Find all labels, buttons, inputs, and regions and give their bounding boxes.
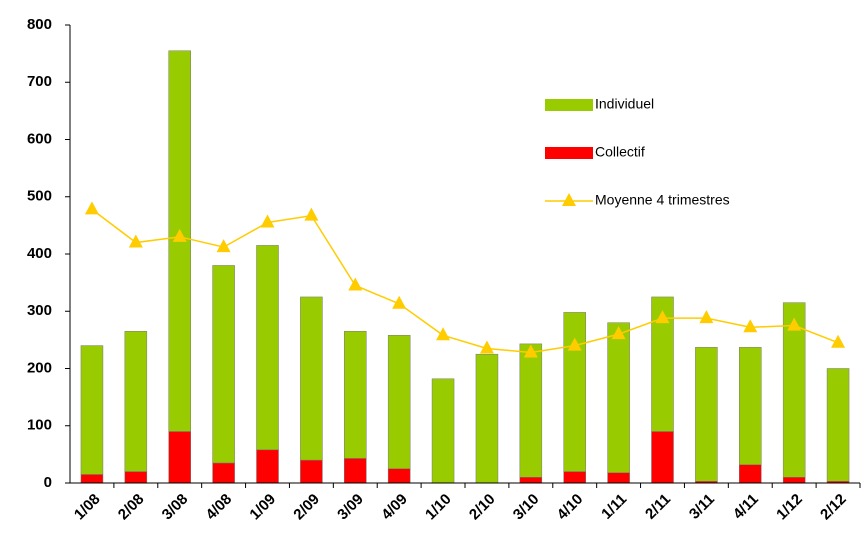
average-line	[91, 208, 839, 354]
line-marker	[787, 317, 802, 331]
bar-segment	[475, 353, 499, 484]
x-tick-label: 4/11	[730, 491, 762, 523]
y-tick-label: 100	[27, 417, 52, 434]
bar-segment	[212, 265, 235, 464]
legend-item: Individuel	[545, 96, 654, 112]
legend-label: Collectif	[595, 144, 645, 160]
bar-segment	[124, 331, 148, 472]
bar-segment	[826, 368, 850, 482]
x-tick-label: 1/11	[598, 491, 630, 523]
legend-item: Collectif	[545, 144, 645, 160]
line-marker	[84, 201, 99, 215]
bar-segment	[344, 458, 367, 484]
y-tick-label: 400	[27, 245, 52, 262]
bar-segment	[782, 302, 806, 478]
bar-segment	[782, 477, 806, 484]
line-marker	[392, 295, 407, 309]
legend-item: Moyenne 4 trimestres	[545, 192, 730, 208]
x-tick-label: 2/09	[290, 491, 323, 524]
y-tick-label: 700	[27, 73, 52, 90]
bar-segment	[563, 471, 586, 484]
line-marker	[304, 207, 319, 221]
y-tick-label: 500	[27, 188, 52, 205]
bar-segment	[695, 347, 718, 482]
legend-label: Moyenne 4 trimestres	[595, 192, 730, 208]
legend-swatch	[545, 147, 593, 159]
line-marker	[348, 277, 363, 291]
bar-segment	[739, 464, 762, 484]
bar-segment	[80, 345, 104, 475]
line-marker	[436, 327, 451, 341]
x-tick-label: 3/08	[159, 491, 192, 524]
y-tick-label: 600	[27, 130, 52, 147]
bar-segment	[431, 378, 455, 484]
x-tick-label: 1/09	[246, 491, 279, 524]
line-marker	[260, 214, 275, 228]
x-tick-label: 2/10	[466, 491, 499, 524]
bar-segment	[651, 296, 674, 432]
y-tick-label: 300	[27, 302, 52, 319]
bar-segment	[80, 474, 104, 484]
line-marker	[655, 310, 670, 324]
x-tick-label: 3/09	[334, 491, 367, 524]
x-tick-label: 2/12	[817, 491, 850, 524]
bar-segment	[344, 331, 367, 459]
bar-segment	[168, 431, 191, 484]
legend-label: Individuel	[595, 96, 654, 112]
legend-swatch	[545, 99, 593, 111]
y-tick-label: 800	[27, 16, 52, 33]
bar-segment	[256, 245, 279, 451]
bar-segment	[124, 471, 148, 484]
line-marker	[831, 334, 846, 348]
y-tick-label: 0	[44, 474, 52, 491]
bar-segment	[387, 335, 411, 469]
line-marker	[172, 228, 187, 242]
bar-segment	[607, 322, 630, 473]
bar-segment	[256, 449, 279, 484]
line-marker	[743, 319, 758, 333]
line-marker	[479, 340, 494, 354]
bar-segment	[607, 472, 630, 484]
bar-segment	[519, 343, 543, 478]
x-tick-label: 2/08	[115, 491, 148, 524]
line-marker	[216, 239, 231, 253]
line-marker	[567, 337, 582, 351]
bar-segment	[387, 468, 411, 484]
bar-segment	[739, 347, 762, 465]
line-marker	[128, 234, 143, 248]
x-tick-label: 2/11	[642, 491, 674, 523]
bar-segment	[519, 477, 543, 484]
bar-segment	[300, 296, 323, 461]
x-tick-label: 4/08	[203, 491, 236, 524]
bar-segment	[651, 431, 674, 484]
bar-segment	[212, 462, 235, 484]
bar-segment	[300, 459, 323, 484]
x-tick-label: 4/09	[378, 491, 411, 524]
y-tick-label: 200	[27, 359, 52, 376]
line-marker	[611, 326, 626, 340]
x-tick-label: 1/12	[773, 491, 806, 524]
bar-segment	[563, 312, 586, 472]
legend-marker	[562, 193, 576, 206]
x-tick-label: 3/11	[686, 491, 718, 523]
line-marker	[523, 344, 538, 358]
x-tick-label: 3/10	[510, 491, 543, 524]
x-tick-label: 1/08	[71, 491, 104, 524]
x-tick-label: 1/10	[422, 491, 455, 524]
line-marker	[699, 310, 714, 324]
x-tick-label: 4/10	[554, 491, 587, 524]
